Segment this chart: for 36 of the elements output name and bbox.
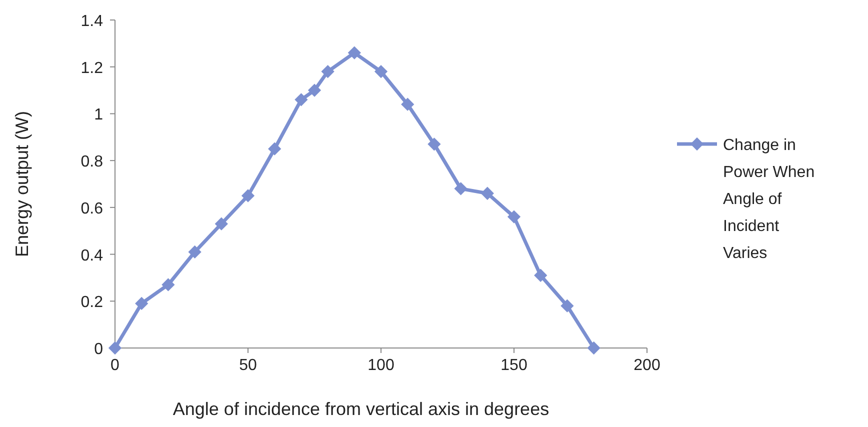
y-tick-label: 0.2 xyxy=(80,294,104,312)
point xyxy=(401,98,414,111)
point xyxy=(348,46,361,60)
point xyxy=(454,182,468,196)
y-tick-label: 1 xyxy=(94,106,104,124)
point xyxy=(241,189,255,202)
point xyxy=(507,210,521,224)
point xyxy=(374,64,388,78)
point xyxy=(321,64,334,78)
point xyxy=(214,217,228,230)
x-axis-title: Angle of incidence from vertical axis in degrees xyxy=(172,399,550,419)
point xyxy=(587,341,600,355)
point xyxy=(428,138,441,151)
point xyxy=(162,278,175,292)
y-tick-label: 0.6 xyxy=(80,200,104,218)
y-tick-label: 0.4 xyxy=(80,247,104,264)
y-axis-title: Energy output (W) xyxy=(12,110,32,258)
x-tick-label: 100 xyxy=(368,357,394,374)
point xyxy=(480,186,494,200)
y-tick-label: 1.4 xyxy=(80,13,104,30)
point xyxy=(135,296,148,310)
point xyxy=(294,93,308,106)
x-tick-label: 50 xyxy=(239,357,257,374)
y-tick-label: 0 xyxy=(94,341,104,358)
point xyxy=(108,341,122,355)
point xyxy=(308,84,322,97)
point xyxy=(534,268,548,282)
y-tick-label: 0.8 xyxy=(80,154,104,171)
legend-label: Change in Power When Angle of Incident Varies xyxy=(723,137,815,262)
x-tick-label: 0 xyxy=(110,357,120,374)
point xyxy=(188,245,202,259)
x-tick-label: 200 xyxy=(634,357,660,374)
x-tick-label: 150 xyxy=(500,357,528,374)
point xyxy=(560,299,574,312)
y-tick-label: 1.2 xyxy=(80,60,104,77)
point xyxy=(268,142,282,156)
